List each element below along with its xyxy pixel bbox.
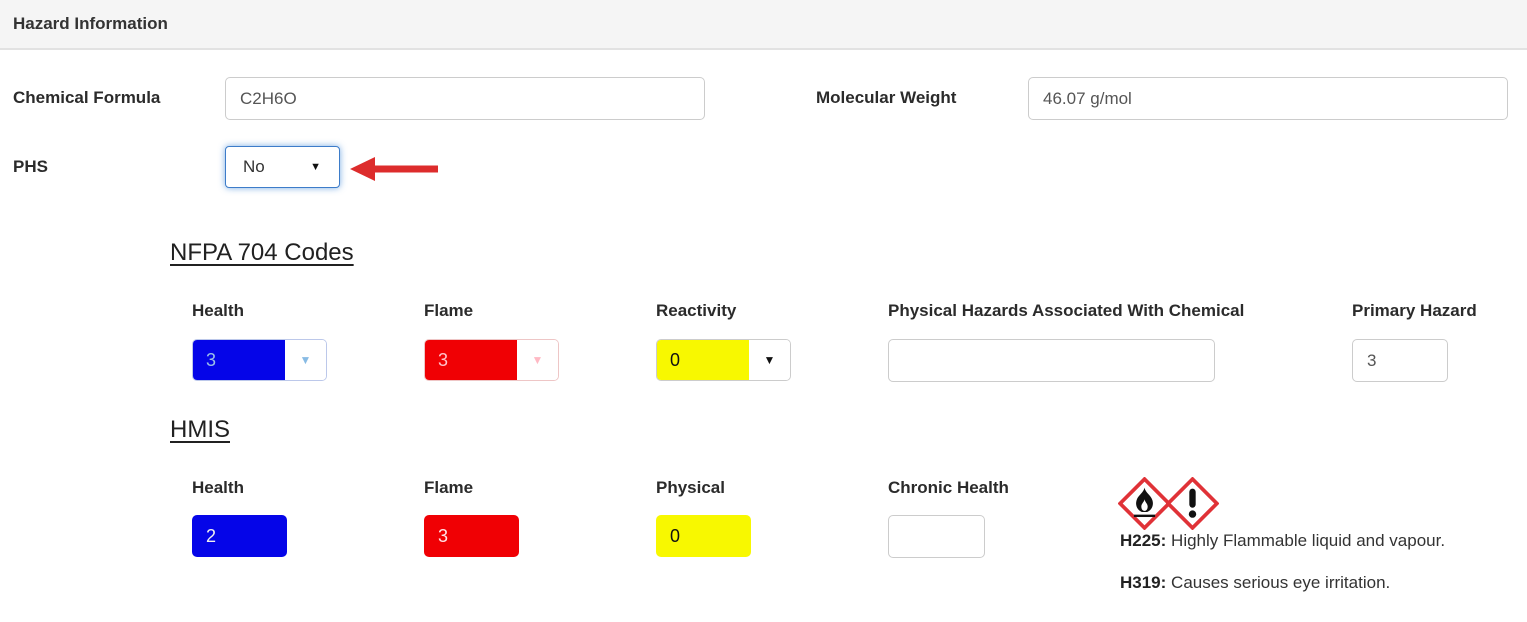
molecular-weight-input[interactable]	[1028, 77, 1508, 120]
page-title: Hazard Information	[13, 14, 168, 33]
ghs-exclamation-pictogram-icon	[1166, 477, 1219, 530]
hmis-flame-label: Flame	[424, 478, 474, 497]
primary-hazard-input[interactable]	[1352, 339, 1448, 382]
nfpa-reactivity-dropdown[interactable]: 0 ▼	[656, 339, 791, 381]
hmis-health-value: 2	[206, 525, 217, 546]
hmis-health-value-box: 2	[192, 515, 287, 557]
hmis-flame-value-box: 3	[424, 515, 519, 557]
nfpa-flame-dropdown[interactable]: 3 ▼	[424, 339, 559, 381]
nfpa-physical-hazards-label: Physical Hazards Associated With Chemica…	[888, 301, 1245, 320]
hmis-physical-label: Physical	[656, 478, 725, 497]
chevron-down-icon: ▼	[285, 340, 326, 380]
nfpa-health-dropdown[interactable]: 3 ▼	[192, 339, 327, 381]
nfpa-heading: NFPA 704 Codes	[170, 239, 354, 266]
hmis-physical-value: 0	[670, 525, 681, 546]
molecular-weight-label: Molecular Weight	[816, 88, 957, 107]
hazard-statement-h319: H319: Causes serious eye irritation.	[1120, 573, 1390, 593]
hmis-flame-value: 3	[438, 525, 449, 546]
physical-hazards-input[interactable]	[888, 339, 1215, 382]
nfpa-flame-value: 3	[425, 340, 517, 380]
nfpa-reactivity-label: Reactivity	[656, 301, 737, 320]
hazard-code: H225:	[1120, 531, 1167, 550]
hmis-physical-value-box: 0	[656, 515, 751, 557]
chemical-formula-label: Chemical Formula	[13, 88, 161, 107]
chemical-formula-input[interactable]	[225, 77, 705, 120]
section-header: Hazard Information	[0, 0, 1527, 50]
hazard-text: Causes serious eye irritation.	[1166, 573, 1391, 592]
chevron-down-icon: ▼	[517, 340, 558, 380]
hazard-code: H319:	[1120, 573, 1167, 592]
nfpa-health-value: 3	[193, 340, 285, 380]
chevron-down-icon: ▼	[310, 161, 321, 173]
hmis-chronic-health-label: Chronic Health	[888, 478, 1009, 497]
phs-selected-value: No	[243, 157, 265, 176]
ghs-flame-pictogram-icon	[1118, 477, 1171, 530]
chronic-health-input[interactable]	[888, 515, 985, 558]
nfpa-reactivity-value: 0	[657, 340, 749, 380]
chevron-down-icon: ▼	[749, 340, 790, 380]
nfpa-primary-hazard-label: Primary Hazard	[1352, 301, 1477, 320]
phs-dropdown[interactable]: No ▼	[225, 146, 340, 188]
hmis-health-label: Health	[192, 478, 244, 497]
red-arrow-left-icon	[350, 157, 438, 181]
hazard-text: Highly Flammable liquid and vapour.	[1166, 531, 1446, 550]
nfpa-health-label: Health	[192, 301, 244, 320]
nfpa-flame-label: Flame	[424, 301, 474, 320]
phs-label: PHS	[13, 157, 48, 176]
hmis-heading: HMIS	[170, 416, 230, 443]
hazard-statement-h225: H225: Highly Flammable liquid and vapour…	[1120, 531, 1445, 551]
